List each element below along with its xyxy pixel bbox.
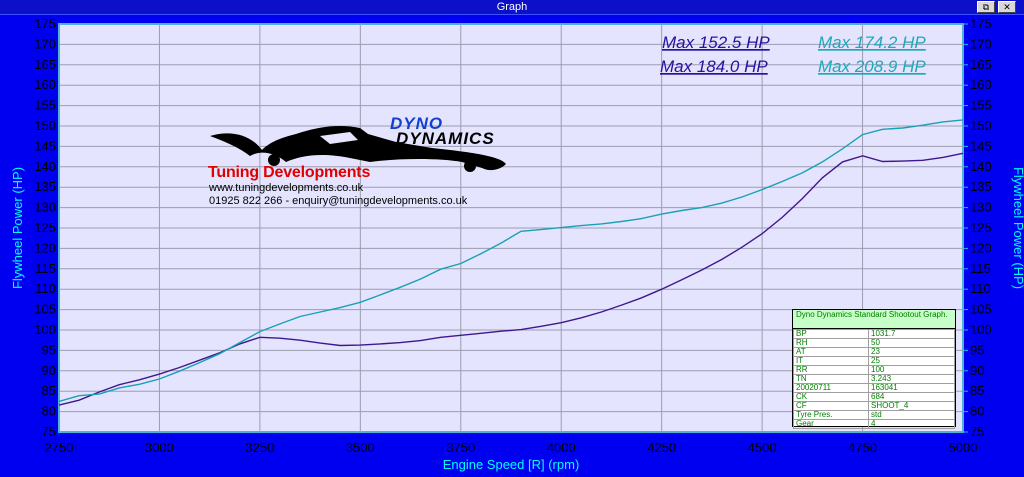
y-tick-label: 120 bbox=[970, 240, 992, 255]
y-axis-title-right: Flywheel Power (HP) bbox=[1011, 167, 1024, 289]
info-key: Gear bbox=[793, 419, 869, 429]
info-value: 23 bbox=[868, 347, 955, 357]
y-axis-title-left: Flywheel Power (HP) bbox=[10, 167, 25, 289]
x-tick-label: 3750 bbox=[446, 440, 475, 455]
y-tick-label: 110 bbox=[970, 281, 991, 296]
window-titlebar: Graph ⧉ ✕ bbox=[0, 0, 1024, 15]
x-axis: 2750 3000 3250 3500 3750 4000 4250 4500 4750 5000 bbox=[45, 440, 978, 455]
info-value: 1031.7 bbox=[868, 329, 955, 339]
y-tick-label: 120 bbox=[34, 240, 56, 255]
y-tick-label: 80 bbox=[42, 404, 56, 419]
y-tick-label: 110 bbox=[35, 281, 56, 296]
max-label: Max 184.0 HP bbox=[660, 57, 768, 76]
x-tick-label: 4500 bbox=[748, 440, 777, 455]
close-icon[interactable]: ✕ bbox=[998, 1, 1016, 13]
info-row: Gear 4 bbox=[793, 419, 955, 429]
y-tick-label: 90 bbox=[42, 363, 56, 378]
y-tick-label: 165 bbox=[970, 57, 992, 72]
y-tick-label: 125 bbox=[970, 220, 992, 235]
max-hp-labels: Max 152.5 HP Max 174.2 HP Max 184.0 HP M… bbox=[660, 33, 926, 76]
y-tick-label: 145 bbox=[34, 138, 56, 153]
x-tick-label: 3500 bbox=[346, 440, 375, 455]
y-tick-label: 140 bbox=[970, 159, 992, 174]
x-tick-label: 4000 bbox=[547, 440, 576, 455]
y-tick-label: 150 bbox=[970, 118, 992, 133]
y-tick-label: 170 bbox=[970, 36, 992, 51]
x-tick-label: 2750 bbox=[45, 440, 74, 455]
brand-line2: DYNAMICS bbox=[396, 129, 495, 148]
info-value: 50 bbox=[868, 338, 955, 348]
y-tick-label: 135 bbox=[34, 179, 56, 194]
y-axis-right: 75 80 85 90 95 100 105 110 115 120 125 130 135 140 145… bbox=[963, 16, 992, 439]
info-value: 4 bbox=[868, 419, 955, 429]
y-tick-label: 145 bbox=[970, 138, 992, 153]
tuning-developments-logo: DYNO DYNAMICS Tuning Developments www.tu… bbox=[200, 112, 520, 210]
y-tick-label: 165 bbox=[34, 57, 56, 72]
company-name: Tuning Developments bbox=[208, 164, 371, 181]
window-title: Graph bbox=[496, 1, 528, 13]
y-tick-label: 160 bbox=[970, 77, 992, 92]
y-tick-label: 130 bbox=[970, 200, 992, 215]
brand-line1: DYNO bbox=[390, 114, 444, 133]
website: www.tuningdevelopments.co.uk bbox=[209, 182, 364, 194]
y-tick-label: 115 bbox=[35, 261, 56, 276]
y-tick-label: 75 bbox=[970, 424, 984, 439]
y-tick-label: 105 bbox=[34, 302, 56, 317]
y-tick-label: 80 bbox=[970, 404, 984, 419]
max-label: Max 152.5 HP bbox=[662, 33, 770, 52]
series-group bbox=[58, 119, 964, 406]
y-tick-label: 90 bbox=[970, 363, 984, 378]
y-tick-label: 100 bbox=[970, 322, 992, 337]
info-value: std bbox=[868, 410, 955, 420]
y-tick-label: 160 bbox=[34, 77, 56, 92]
y-tick-label: 85 bbox=[42, 383, 56, 398]
y-tick-label: 100 bbox=[34, 322, 56, 337]
contact-line: 01925 822 266 - enquiry@tuningdevelopmen… bbox=[209, 195, 468, 207]
series-line bbox=[58, 119, 964, 403]
y-tick-label: 75 bbox=[42, 424, 56, 439]
car-silhouette-icon bbox=[210, 126, 506, 172]
x-tick-label: 4250 bbox=[647, 440, 676, 455]
x-tick-label: 4750 bbox=[848, 440, 877, 455]
series-line bbox=[58, 152, 964, 406]
y-tick-label: 150 bbox=[34, 118, 56, 133]
y-tick-label: 130 bbox=[34, 200, 56, 215]
x-tick-label: 3250 bbox=[245, 440, 274, 455]
y-tick-label: 85 bbox=[970, 383, 984, 398]
x-tick-label: 3000 bbox=[145, 440, 174, 455]
run-info-sheet: Dyno Dynamics Standard Shootout Graph. B… bbox=[792, 309, 956, 429]
sheet-heading: Dyno Dynamics Standard Shootout Graph. bbox=[793, 310, 955, 329]
y-tick-label: 155 bbox=[970, 98, 992, 113]
y-tick-label: 95 bbox=[970, 342, 984, 357]
x-axis-title: Engine Speed [R] (rpm) bbox=[443, 457, 580, 472]
max-label: Max 174.2 HP bbox=[818, 33, 926, 52]
info-table: BP 1031.7 RH 50 AT 23 IT 25 RR 100 TN 3.243 20020711… bbox=[793, 329, 955, 429]
y-tick-label: 95 bbox=[42, 342, 56, 357]
y-tick-label: 155 bbox=[34, 98, 56, 113]
restore-icon[interactable]: ⧉ bbox=[977, 1, 995, 13]
y-tick-label: 175 bbox=[34, 16, 56, 31]
y-tick-label: 135 bbox=[970, 179, 992, 194]
max-label: Max 208.9 HP bbox=[818, 57, 926, 76]
info-key: AT bbox=[793, 347, 869, 357]
y-tick-label: 175 bbox=[970, 16, 992, 31]
x-tick-label: 5000 bbox=[949, 440, 978, 455]
y-tick-label: 105 bbox=[970, 302, 992, 317]
y-tick-label: 170 bbox=[34, 36, 56, 51]
y-tick-label: 140 bbox=[34, 159, 56, 174]
y-axis-left: 75 80 85 90 95 100 105 110 115 120 125 130 135 140 145… bbox=[34, 16, 56, 439]
y-tick-label: 125 bbox=[34, 220, 56, 235]
y-tick-label: 115 bbox=[970, 261, 991, 276]
